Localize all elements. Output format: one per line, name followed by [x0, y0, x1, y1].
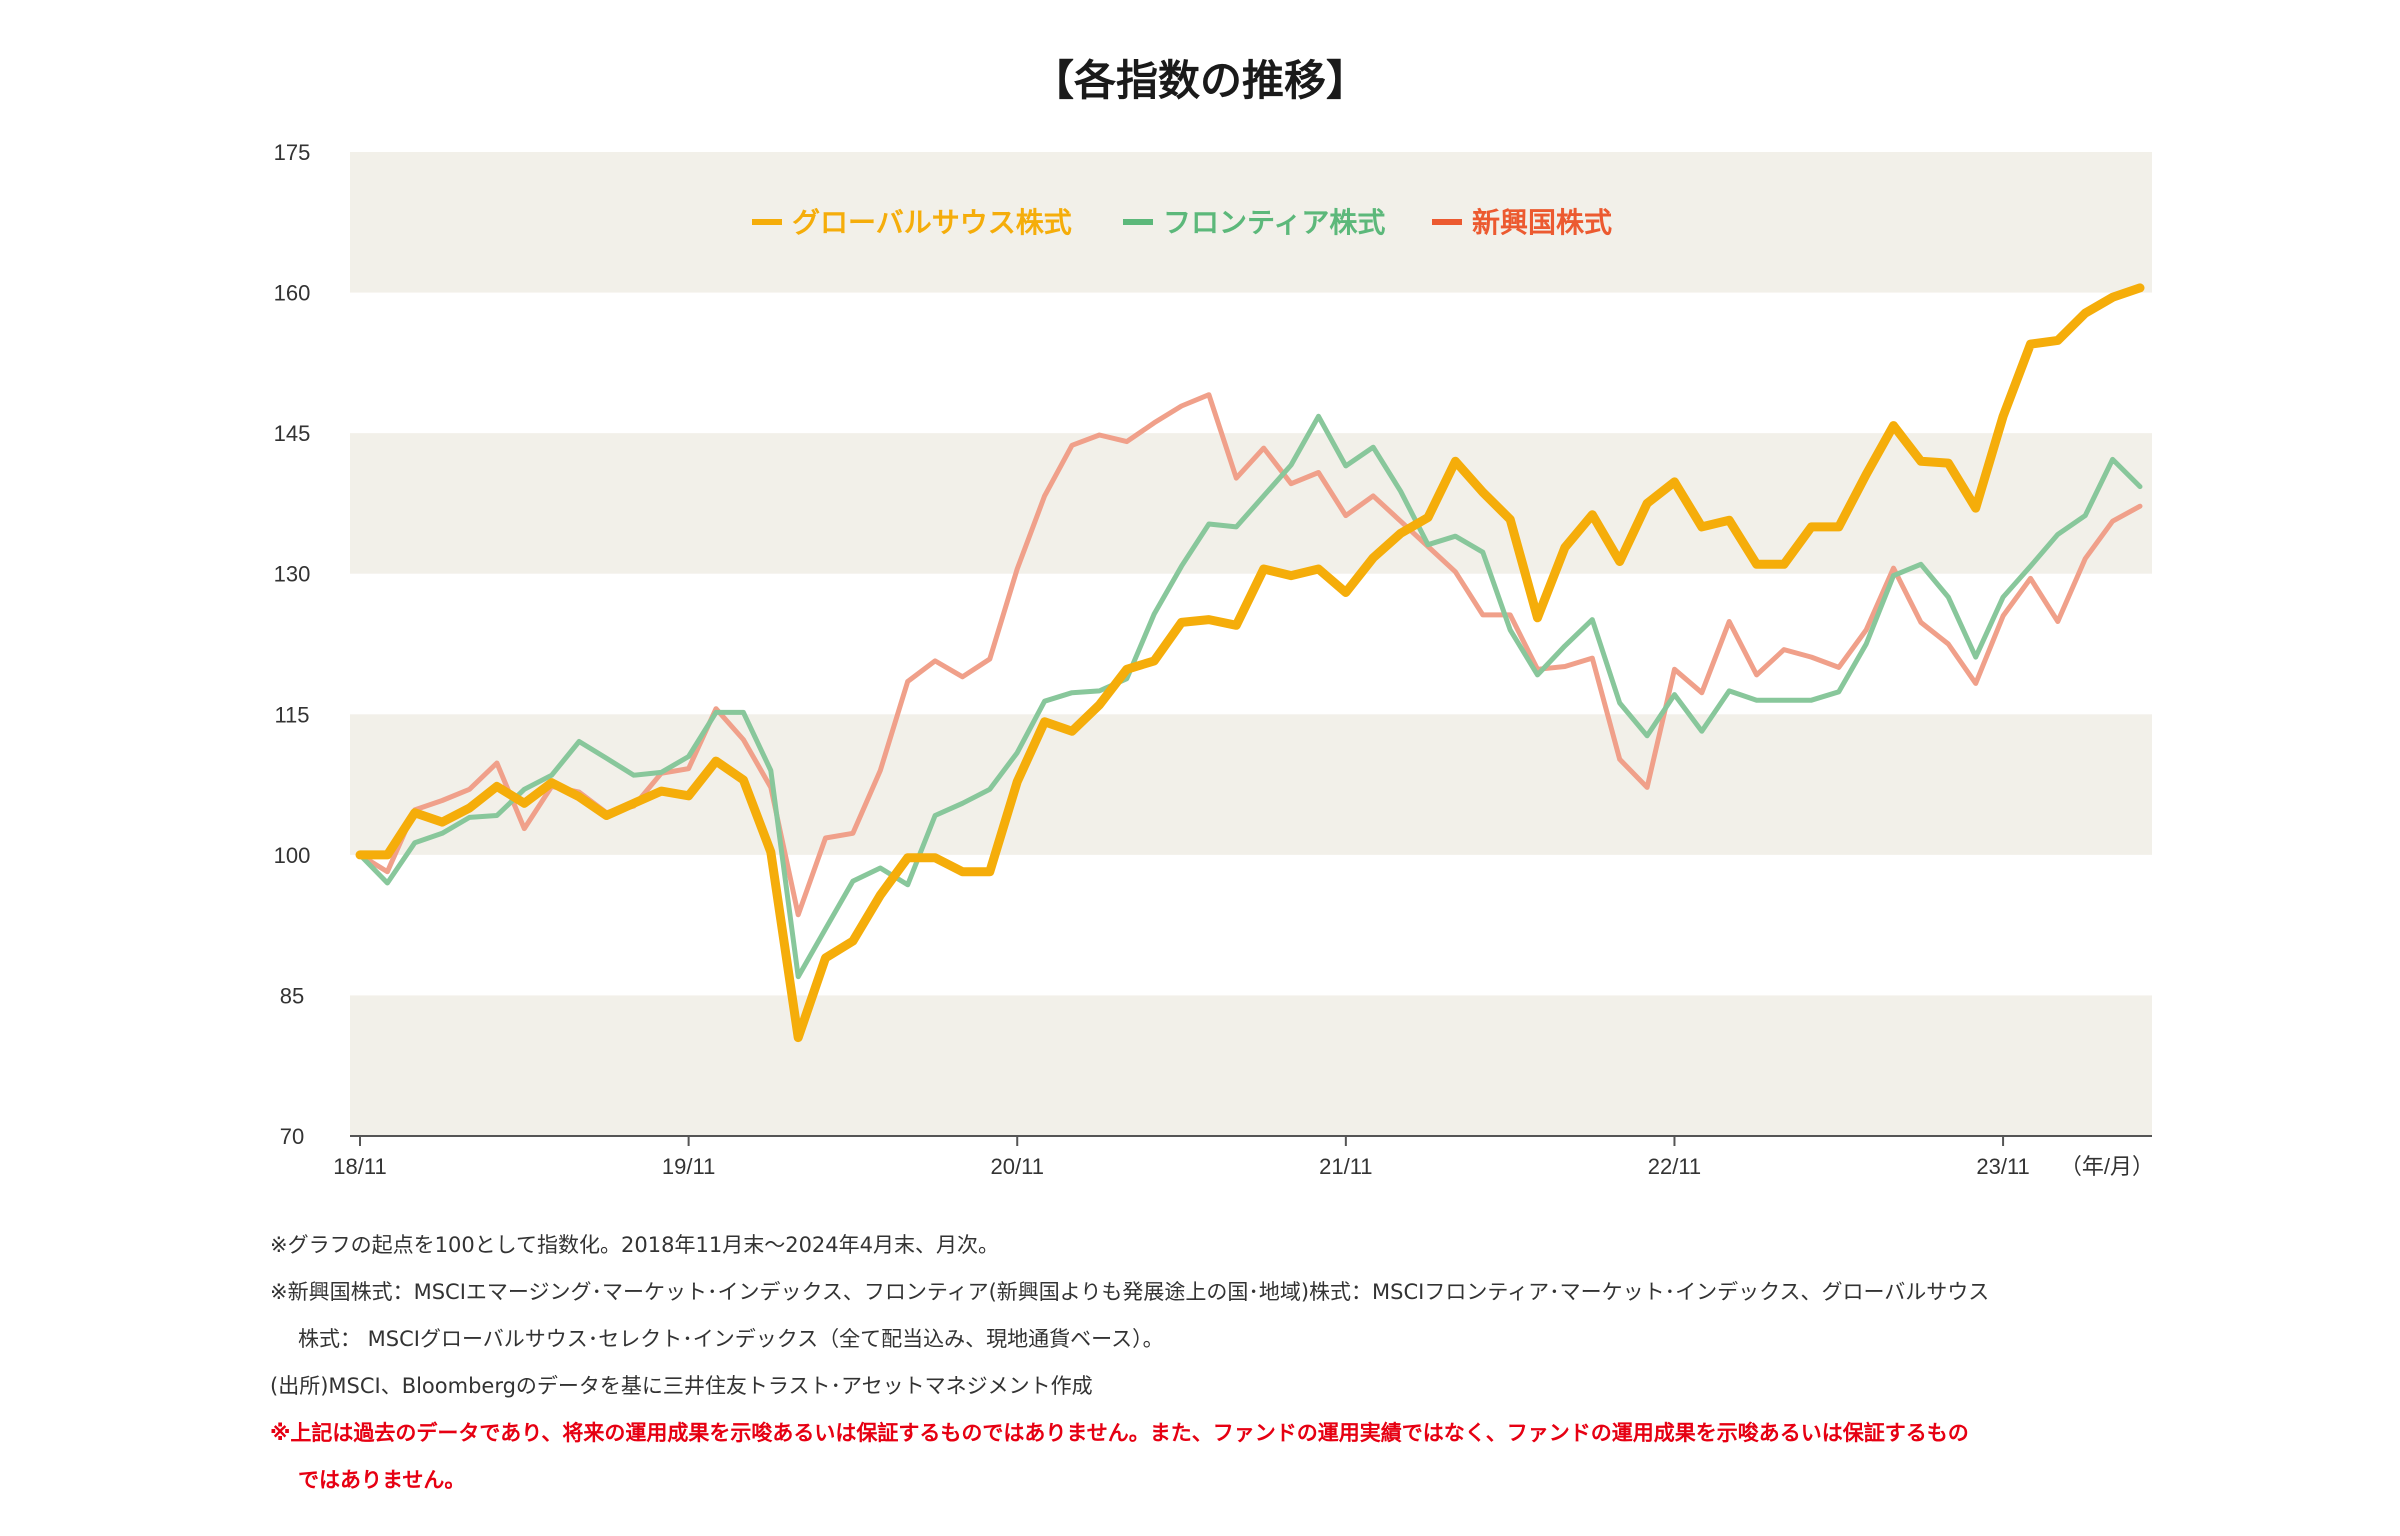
- series-lines: [355, 283, 2145, 1043]
- y-tick-label: 160: [274, 281, 311, 306]
- x-unit-label: （年/月）: [2060, 1154, 2154, 1179]
- y-tick-label: 85: [280, 983, 304, 1008]
- x-axis: 18/11 19/11 20/11 21/11 22/11 23/11: [333, 1135, 2152, 1179]
- legend-swatch-1: [1123, 219, 1153, 225]
- band: [350, 995, 2152, 1136]
- y-tick-label: 130: [274, 562, 311, 587]
- y-tick-label: 145: [274, 421, 311, 446]
- note-definitions-cont: 株式： MSCIグローバルサウス･セレクト･インデックス（全て配当込み、現地通貨…: [298, 1327, 1164, 1351]
- legend: グローバルサウス株式 フロンティア株式 新興国株式: [752, 206, 1612, 239]
- band: [350, 152, 2152, 293]
- series-line-1: [357, 413, 2143, 980]
- y-tick-label: 70: [280, 1124, 304, 1149]
- note-disclaimer: ※上記は過去のデータであり、将来の運用成果を示唆あるいは保証するものではありませ…: [270, 1421, 1969, 1445]
- legend-label-2: 新興国株式: [1472, 206, 1612, 239]
- series-line-0: [355, 283, 2145, 1043]
- x-tick-label: 22/11: [1648, 1154, 1701, 1179]
- x-tick-label: 20/11: [991, 1154, 1044, 1179]
- legend-swatch-2: [1432, 219, 1462, 225]
- legend-label-1: フロンティア株式: [1163, 206, 1385, 239]
- footnotes: ※グラフの起点を100として指数化。2018年11月末～2024年4月末、月次。…: [270, 1222, 2170, 1504]
- x-tick-label: 21/11: [1319, 1154, 1372, 1179]
- y-axis-ticks: 70 85 100 115 130 145 160 175: [274, 140, 311, 1149]
- x-tick-label: 18/11: [333, 1154, 386, 1179]
- note-disclaimer-cont: ではありません。: [298, 1468, 466, 1492]
- band: [350, 714, 2152, 855]
- x-tick-label: 23/11: [1976, 1154, 2029, 1179]
- y-tick-label: 100: [274, 843, 311, 868]
- x-tick-label: 19/11: [662, 1154, 715, 1179]
- background-bands: [350, 152, 2152, 1136]
- legend-label-0: グローバルサウス株式: [792, 206, 1072, 239]
- note-indexing: ※グラフの起点を100として指数化。2018年11月末～2024年4月末、月次。: [270, 1233, 1000, 1257]
- series-line-2: [357, 392, 2143, 918]
- note-definitions: ※新興国株式：MSCIエマージング･マーケット･インデックス、フロンティア(新興…: [270, 1280, 1990, 1304]
- y-tick-label: 175: [274, 140, 311, 165]
- note-source: (出所)MSCI、Bloombergのデータを基に三井住友トラスト･アセットマネ…: [270, 1374, 1093, 1398]
- chart-title: 【各指数の推移】: [1032, 56, 1368, 105]
- legend-swatch-0: [752, 219, 782, 225]
- y-tick-label: 115: [274, 702, 309, 727]
